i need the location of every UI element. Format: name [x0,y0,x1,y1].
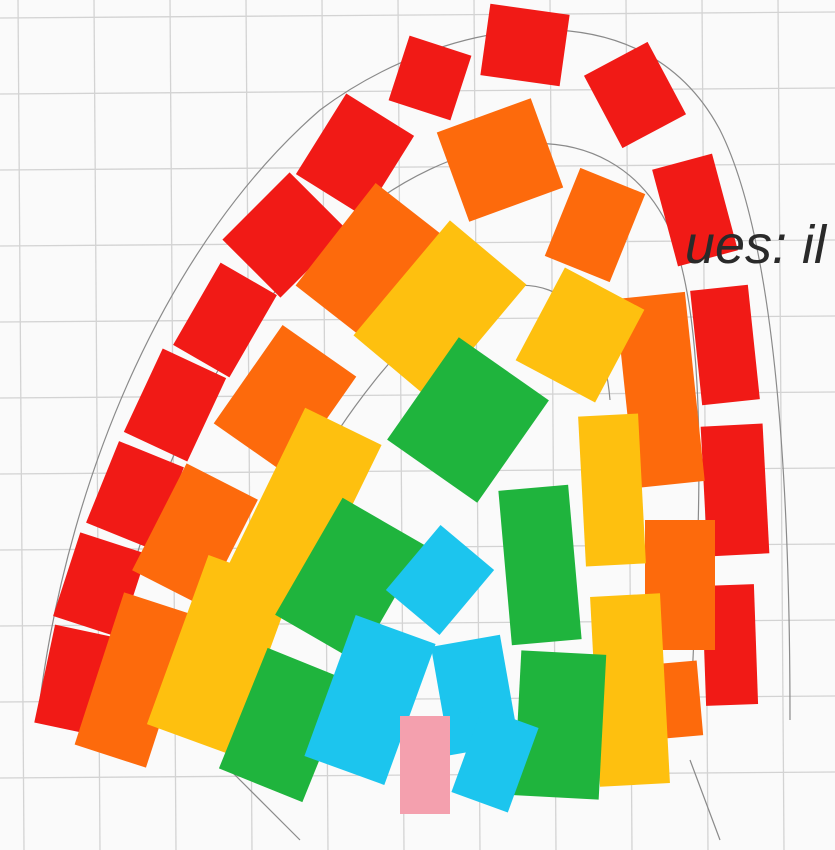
grid-line-horizontal [0,391,835,399]
yellow-paper-tile [228,407,382,603]
red-paper-tile [123,348,227,462]
pencil-stroke-left [229,769,301,841]
pencil-stroke-right [689,759,721,841]
blue-paper-tile [451,707,539,813]
green-paper-tile [275,497,425,663]
grid-line-vertical [777,0,785,850]
orange-paper-tile [213,325,357,475]
blue-paper-tile [304,614,436,786]
orange-paper-tile [295,182,455,348]
yellow-paper-tile [515,267,645,403]
red-paper-tile [700,423,770,557]
orange-paper-tile [132,463,258,607]
yellow-paper-tile [578,413,646,567]
yellow-paper-tile [146,555,294,755]
grid-line-vertical [17,0,25,850]
red-paper-tile [701,584,759,706]
red-paper-tile [652,153,738,267]
yellow-paper-tile [590,593,670,787]
green-paper-tile [218,647,352,803]
caption-text: ues: il [684,215,826,275]
green-paper-tile [513,650,607,800]
blue-paper-tile [385,524,495,636]
red-paper-tile [222,172,348,298]
red-paper-tile [583,41,687,149]
green-paper-tile [387,337,549,503]
orange-paper-tile [544,167,646,283]
grid-line-horizontal [0,11,835,19]
red-paper-tile [295,93,415,217]
grid-line-vertical [701,0,709,850]
pink-paper-tile [400,716,450,814]
yellow-paper-tile [353,220,527,400]
red-paper-tile [690,284,760,406]
red-paper-tile [388,35,472,121]
paper-tile-mosaic [34,3,770,814]
orange-paper-tile [74,592,196,768]
red-paper-tile [173,262,277,378]
green-paper-tile [498,484,582,646]
orange-paper-tile [436,98,564,222]
red-paper-tile [480,3,570,87]
